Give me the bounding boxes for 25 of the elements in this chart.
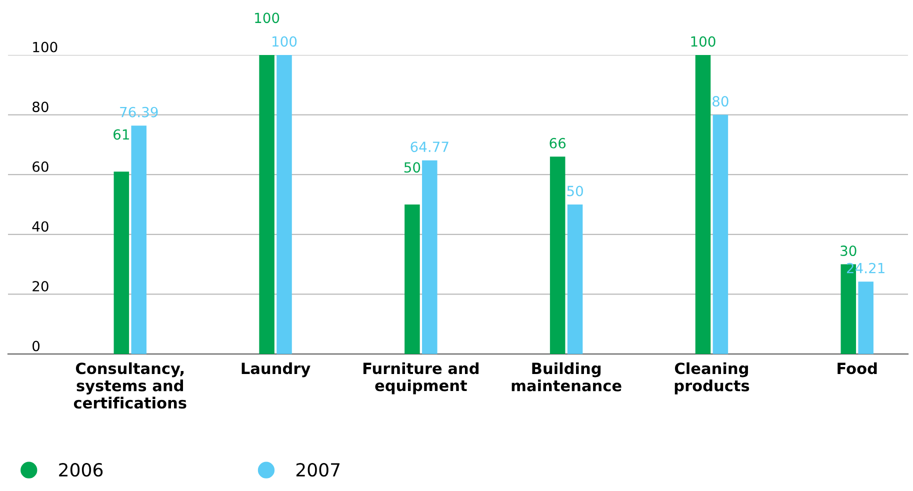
data-label: 61 bbox=[114, 129, 129, 140]
data-label: 66 bbox=[550, 138, 566, 148]
y-tick-label: 40 bbox=[32, 221, 48, 232]
data-label: 100 bbox=[272, 36, 297, 47]
y-tick-label: 60 bbox=[32, 161, 48, 172]
data-label: 80 bbox=[712, 96, 728, 107]
y-tick-label: 0 bbox=[32, 340, 40, 352]
data-label: 50 bbox=[567, 186, 583, 196]
y-tick-label: 20 bbox=[32, 281, 48, 292]
data-label: 30 bbox=[840, 246, 856, 256]
x-tick-label: Furniture and equipment bbox=[363, 362, 478, 394]
x-tick-label: Cleaning products bbox=[674, 362, 750, 394]
data-label: 64.77 bbox=[410, 142, 448, 152]
x-tick-label: Consultancy, systems and certifications bbox=[74, 362, 186, 409]
x-tick-label: Food bbox=[838, 362, 877, 374]
data-label: 76.39 bbox=[120, 106, 158, 118]
legend-label: 2007 bbox=[296, 463, 340, 477]
data-label: 100 bbox=[255, 12, 280, 24]
x-tick-label: Laundry bbox=[242, 362, 310, 378]
data-label: 50 bbox=[404, 162, 420, 173]
y-tick-label: 100 bbox=[33, 42, 58, 52]
data-label: 100 bbox=[691, 36, 716, 47]
y-tick-label: 80 bbox=[32, 102, 48, 112]
legend-label: 2006 bbox=[59, 463, 103, 477]
x-tick-label: Building maintenance bbox=[512, 362, 622, 392]
